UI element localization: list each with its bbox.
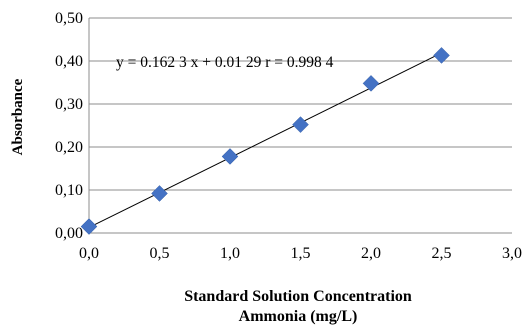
y-tick-label: 0,40	[55, 53, 83, 70]
y-tick-label: 0,20	[55, 139, 83, 156]
y-tick-labels: 0,00 0,10 0,20 0,30 0,40 0,50	[55, 10, 83, 242]
x-axis-label-line2: Ammonia (mg/L)	[239, 308, 358, 325]
x-tick-label: 0,0	[79, 245, 99, 262]
x-tick-label: 1,5	[291, 245, 311, 262]
y-tick-label: 0,10	[55, 182, 83, 199]
x-tick-label: 2,0	[361, 245, 381, 262]
x-tick-label: 2,5	[432, 245, 452, 262]
y-tick-label: 0,30	[55, 96, 83, 113]
data-point-diamond	[292, 116, 309, 133]
x-tick-label: 3,0	[502, 245, 522, 262]
axes	[88, 18, 512, 234]
x-axis-label-line1: Standard Solution Concentration	[184, 288, 412, 305]
data-point-diamond	[362, 75, 380, 92]
y-tick-label: 0,50	[55, 10, 83, 27]
data-points	[80, 47, 450, 235]
y-axis-label: Absorbance	[10, 78, 26, 155]
x-tick-label: 0,5	[150, 245, 170, 262]
data-point-diamond	[221, 148, 239, 165]
trendline-group	[88, 52, 442, 228]
data-point-diamond	[433, 47, 450, 64]
trendline	[88, 52, 442, 228]
y-tick-label: 0,00	[55, 225, 83, 242]
data-point-diamond	[80, 218, 98, 235]
gridlines	[89, 17, 512, 191]
x-tick-label: 1,0	[220, 245, 240, 262]
regression-equation: y = 0.162 3 x + 0.01 29 r = 0.998 4	[116, 54, 334, 71]
x-tick-labels: 0,0 0,5 1,0 1,5 2,0 2,5 3,0	[79, 245, 522, 262]
data-point-diamond	[151, 185, 168, 202]
